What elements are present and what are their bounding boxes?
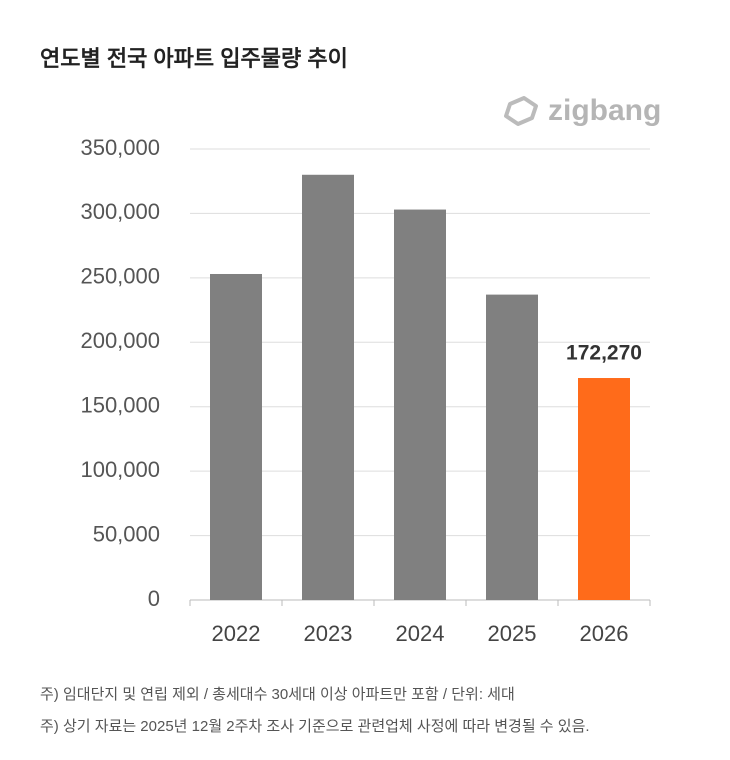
data-label: 172,270 [566,342,642,365]
y-tick-label: 50,000 [93,521,160,546]
x-tick-label: 2025 [488,621,537,646]
logo-icon [504,96,538,126]
bar [302,174,354,600]
x-tick-label: 2024 [396,621,445,646]
y-tick-label: 0 [148,586,160,611]
bar [486,294,538,600]
chart-title: 연도별 전국 아파트 입주물량 추이 [40,46,348,71]
y-tick-label: 250,000 [80,264,160,289]
y-tick-label: 200,000 [80,328,160,353]
logo: zigbang [504,94,661,127]
x-tick-label: 2026 [580,621,629,646]
bar [578,378,630,600]
x-tick-label: 2022 [212,621,261,646]
footnote: 주) 상기 자료는 2025년 12월 2주차 조사 기준으로 관련업체 사정에… [40,718,590,735]
y-tick-label: 100,000 [80,457,160,482]
bar [394,209,446,600]
y-tick-label: 300,000 [80,199,160,224]
logo-text: zigbang [548,94,661,127]
footnote: 주) 임대단지 및 연립 제외 / 총세대수 30세대 이상 아파트만 포함 /… [40,686,515,703]
y-tick-label: 150,000 [80,393,160,418]
y-tick-label: 350,000 [80,135,160,160]
bar [210,273,262,600]
x-tick-label: 2023 [304,621,353,646]
